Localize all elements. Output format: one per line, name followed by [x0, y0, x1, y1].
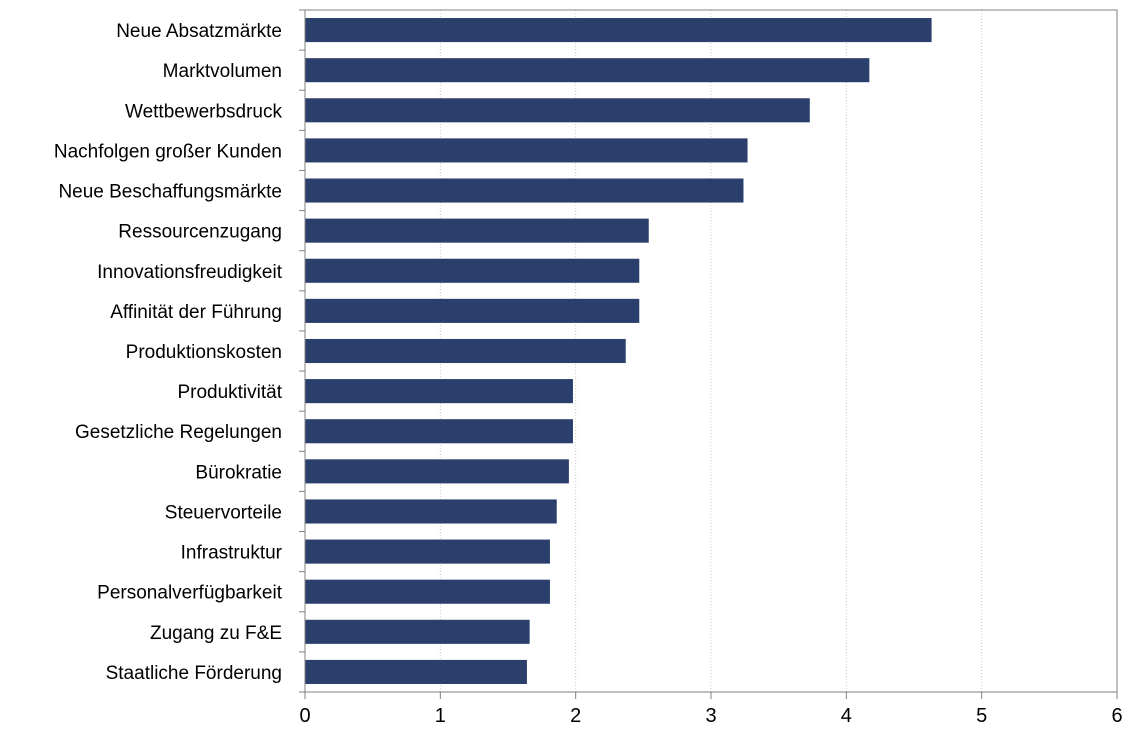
category-label: Infrastruktur: [181, 543, 283, 564]
bar: [305, 58, 870, 83]
bar-layer: [305, 18, 932, 684]
bar: [305, 459, 569, 484]
bar: [305, 218, 649, 243]
x-tick-label: 6: [1111, 705, 1122, 727]
category-label: Produktionskosten: [126, 342, 282, 363]
bar: [305, 379, 573, 404]
bar: [305, 138, 748, 163]
bar: [305, 258, 640, 283]
bar: [305, 98, 810, 123]
bar: [305, 338, 626, 364]
category-label: Gesetzliche Regelungen: [75, 422, 282, 443]
x-tick-label: 0: [299, 705, 310, 727]
category-label: Staatliche Förderung: [106, 663, 282, 684]
x-tick-label: 3: [705, 705, 716, 727]
x-tick-label: 4: [841, 705, 852, 727]
x-tick-label: 5: [976, 705, 987, 727]
category-label: Innovationsfreudigkeit: [97, 262, 283, 283]
category-label: Bürokratie: [195, 462, 282, 483]
category-label: Neue Absatzmärkte: [116, 21, 282, 42]
bar: [305, 18, 932, 43]
label-layer: 0 1 2 3 4 5 6 Neue Absatzmärkte Marktvolumen Wett…: [54, 21, 1123, 727]
bar: [305, 178, 744, 203]
plot-frame: [304, 9, 1118, 693]
x-tick-label: 1: [435, 705, 446, 727]
x-tick-label: 2: [570, 705, 581, 727]
category-label: Personalverfügbarkeit: [97, 583, 283, 604]
bar: [305, 419, 573, 444]
bar: [305, 579, 550, 604]
bar: [305, 659, 527, 684]
category-label: Steuervorteile: [165, 502, 282, 523]
category-label: Zugang zu F&E: [150, 623, 282, 644]
category-label: Produktivität: [177, 382, 282, 403]
axis-layer: [299, 9, 1118, 699]
category-label: Nachfolgen großer Kunden: [54, 141, 282, 162]
bar: [305, 298, 640, 323]
category-label: Ressourcenzugang: [118, 222, 282, 243]
category-label: Wettbewerbsdruck: [125, 101, 282, 122]
category-label: Neue Beschaffungsmärkte: [58, 182, 282, 203]
bar: [305, 499, 557, 524]
bar: [305, 539, 550, 564]
category-label: Affinität der Führung: [110, 302, 282, 323]
category-label: Marktvolumen: [163, 61, 282, 82]
bar: [305, 619, 530, 644]
